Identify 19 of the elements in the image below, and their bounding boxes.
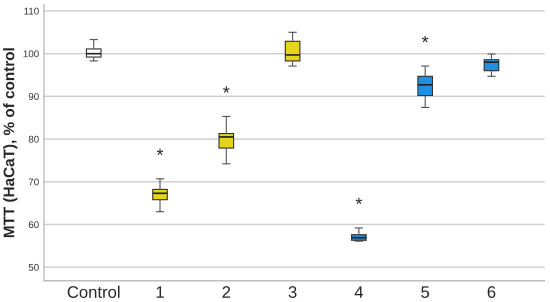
annotation: * [156, 148, 164, 156]
annotation: * [422, 36, 428, 42]
x-tick-label: 1 [156, 286, 164, 298]
x-tick-label: 5 [421, 286, 430, 298]
annotation: * [356, 198, 362, 204]
y-tick-label: 100 [24, 50, 39, 58]
x-tick-label: Control [68, 286, 120, 298]
x-tick-label: 4 [354, 286, 364, 298]
x-tick-label: 6 [488, 286, 496, 298]
y-tick-label: 110 [24, 8, 39, 15]
y-tick-label: 50 [28, 264, 39, 271]
x-tick-label: 3 [288, 286, 296, 298]
x-tick-label: 2 [222, 286, 230, 298]
y-axis-title: MTT (HaCaT), % of control [3, 48, 18, 238]
y-tick-label: 70 [28, 178, 39, 186]
y-tick-label: 80 [28, 136, 39, 143]
annotation: * [223, 86, 230, 93]
y-tick-label: 60 [28, 221, 39, 228]
y-tick-label: 90 [28, 93, 39, 100]
